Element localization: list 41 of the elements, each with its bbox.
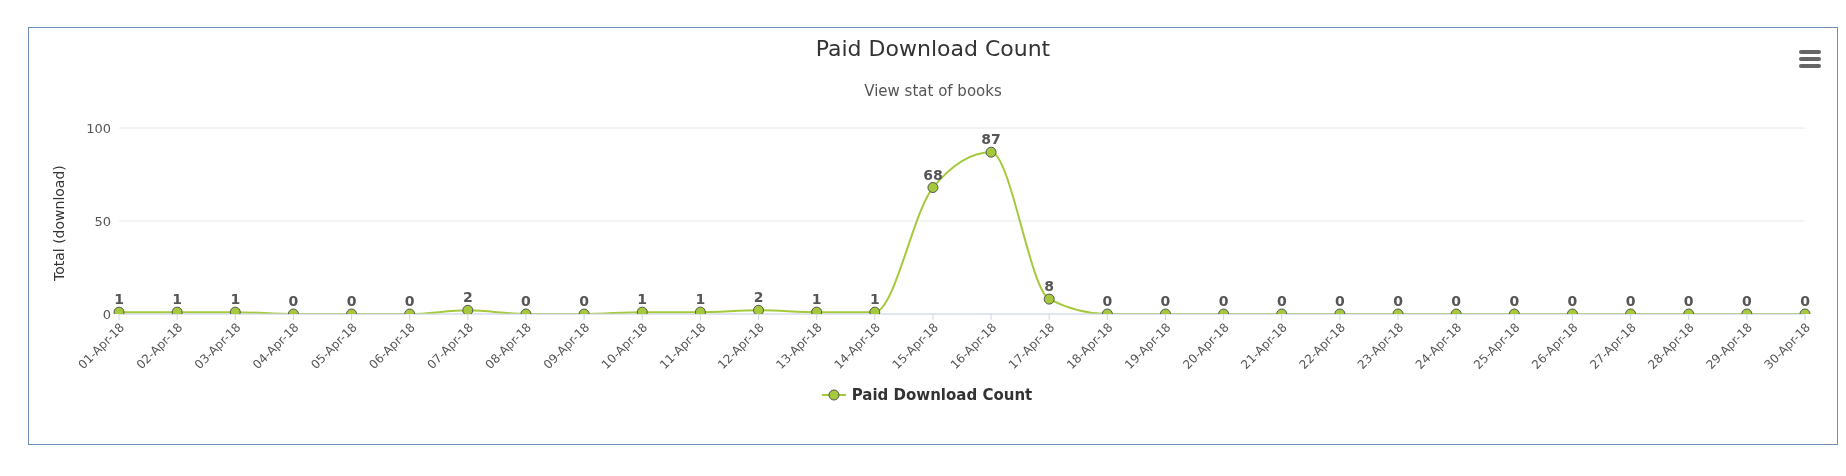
point xyxy=(753,304,765,314)
data-label: 0 xyxy=(1102,293,1113,309)
data-label: 0 xyxy=(1393,293,1404,309)
data-label: 0 xyxy=(521,293,532,309)
data-label: 0 xyxy=(1509,293,1520,309)
data-label: 0 xyxy=(1625,293,1636,309)
y-tick-label: 100 xyxy=(86,120,111,136)
data-label: 1 xyxy=(172,291,183,308)
data-label: 0 xyxy=(346,293,357,309)
chart-subtitle: View stat of books xyxy=(863,82,1003,100)
point xyxy=(985,146,997,158)
point xyxy=(927,182,939,194)
data-label: 0 xyxy=(579,293,590,309)
data-label: 0 xyxy=(1683,293,1694,309)
y-tick-label: 0 xyxy=(102,306,111,322)
point xyxy=(462,304,474,314)
chart-title: Paid Download Count xyxy=(814,36,1052,61)
data-label: 0 xyxy=(1335,293,1346,309)
data-label: 0 xyxy=(1218,293,1229,309)
data-label: 2 xyxy=(753,289,764,306)
data-label: 0 xyxy=(1800,293,1811,309)
data-label: 1 xyxy=(637,291,648,308)
data-label: 0 xyxy=(288,293,299,309)
data-label: 0 xyxy=(1741,293,1752,309)
y-tick-label: 50 xyxy=(94,213,111,229)
data-label: 0 xyxy=(404,293,415,309)
data-label: 68 xyxy=(923,166,943,183)
y-axis-title: Total (download) xyxy=(50,165,67,282)
data-label: 87 xyxy=(981,131,1001,148)
data-label: 1 xyxy=(811,291,822,308)
data-label: 2 xyxy=(462,289,473,306)
data-label: 0 xyxy=(1276,293,1287,309)
data-label: 1 xyxy=(230,291,241,308)
data-label: 0 xyxy=(1567,293,1578,309)
data-label: 0 xyxy=(1451,293,1462,309)
data-label: 0 xyxy=(1160,293,1171,309)
data-label: 1 xyxy=(114,291,124,308)
data-label: 1 xyxy=(695,291,706,308)
data-label: 8 xyxy=(1044,278,1055,295)
legend-label: Paid Download Count xyxy=(850,386,1033,404)
data-label: 1 xyxy=(869,291,880,308)
